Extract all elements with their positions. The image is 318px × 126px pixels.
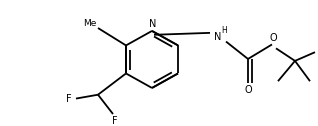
Text: N: N (214, 32, 222, 42)
Text: Me: Me (83, 19, 97, 28)
Text: N: N (149, 19, 157, 29)
Text: O: O (244, 85, 252, 95)
Text: F: F (112, 116, 118, 126)
Text: H: H (221, 26, 227, 35)
Text: F: F (66, 94, 72, 104)
Text: O: O (269, 33, 277, 43)
